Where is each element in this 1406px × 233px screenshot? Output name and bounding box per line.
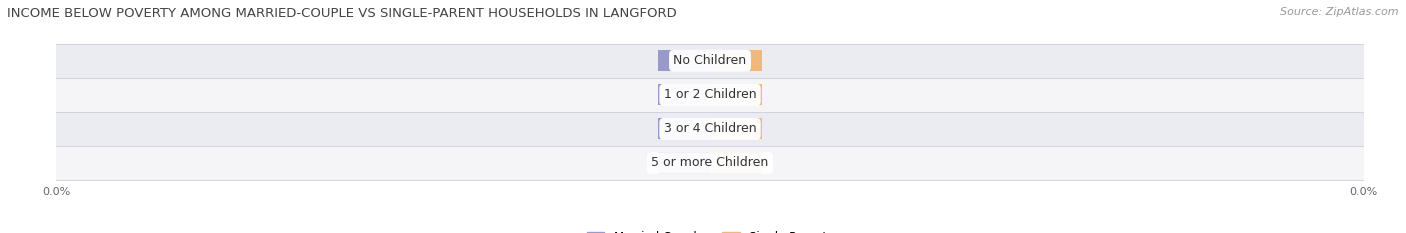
Bar [56, 146, 1364, 180]
Bar [658, 118, 710, 140]
Text: 0.0%: 0.0% [721, 56, 751, 66]
Bar [710, 84, 762, 105]
Text: 3 or 4 Children: 3 or 4 Children [664, 122, 756, 135]
Text: INCOME BELOW POVERTY AMONG MARRIED-COUPLE VS SINGLE-PARENT HOUSEHOLDS IN LANGFOR: INCOME BELOW POVERTY AMONG MARRIED-COUPL… [7, 7, 676, 20]
Text: 1 or 2 Children: 1 or 2 Children [664, 88, 756, 101]
Text: Source: ZipAtlas.com: Source: ZipAtlas.com [1281, 7, 1399, 17]
Text: 0.0%: 0.0% [721, 124, 751, 134]
Bar [56, 112, 1364, 146]
Text: 0.0%: 0.0% [669, 158, 699, 168]
Bar [710, 118, 762, 140]
Text: 0.0%: 0.0% [721, 158, 751, 168]
Text: 0.0%: 0.0% [669, 124, 699, 134]
Bar [658, 152, 710, 174]
Bar [56, 44, 1364, 78]
Text: 5 or more Children: 5 or more Children [651, 157, 769, 169]
Text: 0.0%: 0.0% [669, 90, 699, 100]
Text: 0.0%: 0.0% [669, 56, 699, 66]
Bar [56, 78, 1364, 112]
Legend: Married Couples, Single Parents: Married Couples, Single Parents [582, 226, 838, 233]
Bar [710, 152, 762, 174]
Bar [658, 50, 710, 71]
Bar [710, 50, 762, 71]
Text: 0.0%: 0.0% [721, 90, 751, 100]
Bar [658, 84, 710, 105]
Text: No Children: No Children [673, 54, 747, 67]
